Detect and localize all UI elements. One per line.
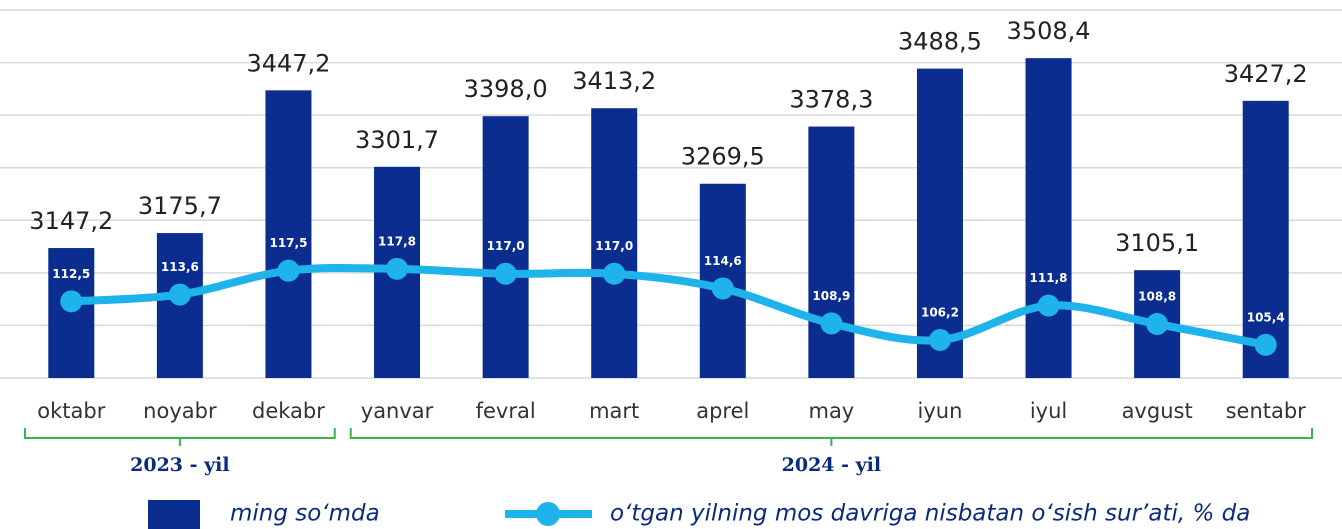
line-label: 114,6 bbox=[704, 254, 742, 268]
line-marker bbox=[494, 262, 517, 285]
bar-label: 3301,7 bbox=[355, 126, 439, 154]
line-label: 106,2 bbox=[921, 305, 959, 319]
line-marker bbox=[603, 262, 626, 285]
x-tick-label: noyabr bbox=[143, 399, 217, 423]
line-marker bbox=[1146, 313, 1169, 336]
bar-label: 3378,3 bbox=[789, 86, 873, 114]
line-label: 105,4 bbox=[1247, 310, 1285, 324]
bar bbox=[1025, 58, 1072, 379]
line bbox=[71, 263, 1267, 349]
line-marker bbox=[60, 290, 83, 313]
bar-label: 3413,2 bbox=[572, 67, 656, 95]
x-tick-label: may bbox=[808, 399, 854, 423]
line-label: 113,6 bbox=[161, 260, 199, 274]
legend-marker bbox=[536, 502, 560, 526]
legend-swatch bbox=[148, 500, 200, 529]
legend-label: ming so‘mda bbox=[230, 501, 380, 527]
line-marker bbox=[1037, 294, 1060, 317]
line-label: 117,5 bbox=[269, 236, 307, 250]
group-label: 2023 - yil bbox=[130, 454, 229, 476]
x-tick-label: avgust bbox=[1122, 399, 1193, 423]
x-tick-label: dekabr bbox=[252, 399, 325, 423]
x-tick-label: aprel bbox=[696, 399, 749, 423]
bar bbox=[482, 116, 529, 379]
bar-label: 3175,7 bbox=[138, 192, 222, 220]
legend-label: o‘tgan yilning mos davriga nisbatan o‘si… bbox=[610, 501, 1250, 527]
line-marker bbox=[168, 283, 191, 306]
bar-label: 3269,5 bbox=[681, 143, 765, 171]
bar bbox=[1242, 100, 1289, 378]
line-label: 108,9 bbox=[812, 289, 850, 303]
bar-label: 3488,5 bbox=[898, 28, 982, 56]
line-label: 112,5 bbox=[52, 267, 90, 281]
x-tick-label: sentabr bbox=[1226, 399, 1307, 423]
bar-label: 3147,2 bbox=[29, 207, 113, 235]
line-marker bbox=[386, 257, 409, 280]
bar bbox=[916, 68, 963, 379]
bar-label: 3398,0 bbox=[464, 75, 548, 103]
line-label: 111,8 bbox=[1030, 271, 1068, 285]
line-label: 108,8 bbox=[1138, 290, 1176, 304]
x-tick-label: iyun bbox=[918, 399, 963, 423]
bar bbox=[808, 126, 855, 378]
bar bbox=[48, 248, 95, 378]
x-tick-label: yanvar bbox=[361, 399, 434, 423]
bar-label: 3447,2 bbox=[246, 49, 330, 77]
bar bbox=[591, 108, 638, 378]
group-bracket bbox=[24, 428, 336, 446]
bar-label: 3427,2 bbox=[1224, 60, 1308, 88]
line-marker bbox=[820, 312, 843, 335]
bar-label: 3508,4 bbox=[1007, 17, 1091, 45]
bar bbox=[265, 90, 312, 379]
x-tick-label: iyul bbox=[1030, 399, 1067, 423]
group-label: 2024 - yil bbox=[782, 454, 881, 476]
line-label: 117,8 bbox=[378, 234, 416, 248]
bar-label: 3105,1 bbox=[1115, 229, 1199, 257]
x-tick-label: oktabr bbox=[37, 399, 105, 423]
line-label: 117,0 bbox=[595, 239, 633, 253]
line-marker bbox=[928, 328, 951, 351]
x-tick-label: mart bbox=[589, 399, 639, 423]
line-marker bbox=[277, 259, 300, 282]
x-tick-label: fevral bbox=[476, 399, 536, 423]
line-marker bbox=[711, 277, 734, 300]
group-bracket bbox=[349, 428, 1313, 446]
line-label: 117,0 bbox=[487, 239, 525, 253]
line-marker bbox=[1254, 333, 1277, 356]
